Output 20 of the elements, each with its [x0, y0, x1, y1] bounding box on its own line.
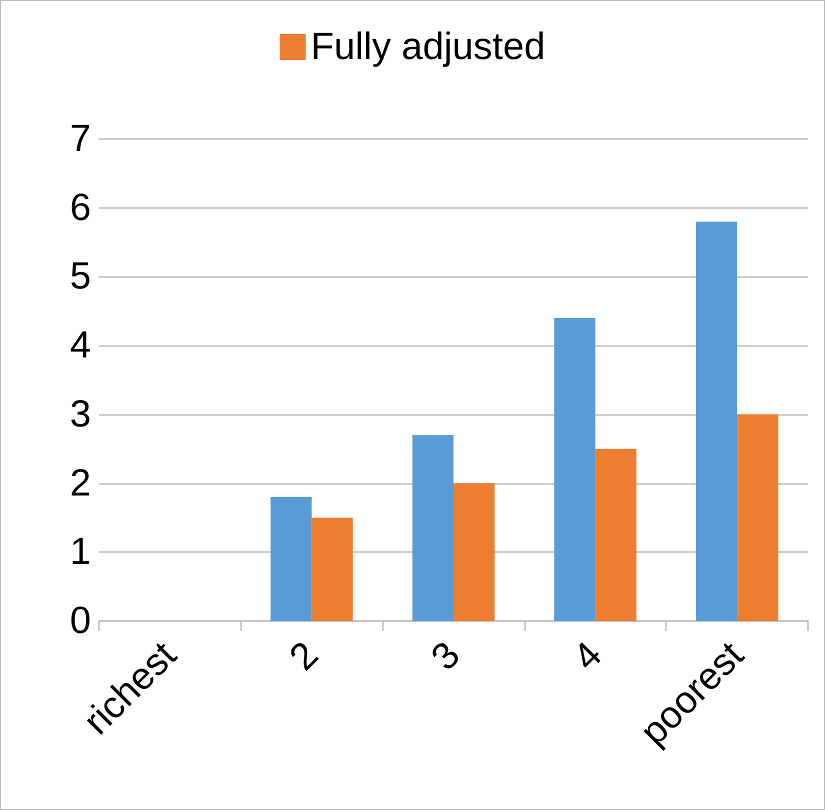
bar: [696, 222, 738, 621]
bar: [412, 435, 454, 621]
bar: [737, 414, 778, 621]
y-tick-label: 6: [70, 186, 91, 229]
y-tick-label: 5: [70, 256, 91, 298]
legend-label: Fully adjusted: [310, 26, 546, 68]
bar: [595, 448, 636, 621]
bar: [270, 497, 312, 621]
bar: [454, 483, 495, 621]
y-tick-label: 3: [70, 393, 91, 436]
bar: [554, 318, 596, 621]
y-tick-label: 1: [70, 531, 91, 574]
x-tick-label: 3: [424, 634, 468, 679]
y-tick-label: 4: [70, 324, 91, 367]
x-tick-label: 2: [282, 634, 327, 679]
bar: [312, 518, 353, 621]
y-tick-label: 7: [70, 118, 91, 160]
x-tick-label: 4: [566, 634, 610, 679]
y-tick-label: 2: [70, 462, 91, 504]
y-tick-label: 0: [70, 600, 91, 642]
